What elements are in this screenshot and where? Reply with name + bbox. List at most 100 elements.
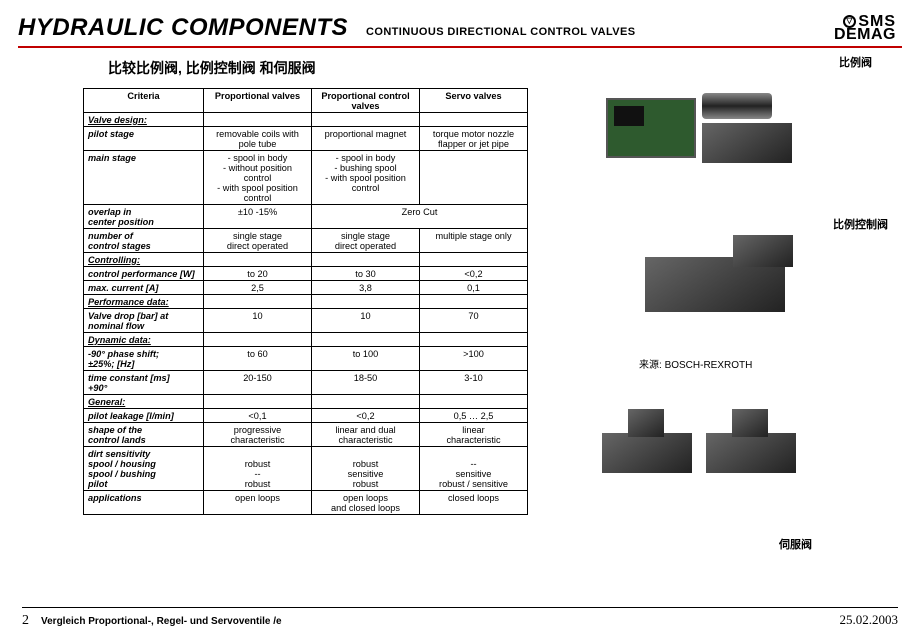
magnet-shape bbox=[733, 235, 793, 267]
criteria-cell: main stage bbox=[84, 151, 204, 205]
logo-bottom-text: DEMAG bbox=[834, 28, 896, 42]
value-cell: torque motor nozzle flapper or jet pipe bbox=[420, 127, 528, 151]
sms-demag-logo: ▽ SMS DEMAG bbox=[834, 15, 896, 42]
comparison-table: Criteria Proportional valves Proportiona… bbox=[83, 88, 528, 515]
footer-row: 2 Vergleich Proportional-, Regel- und Se… bbox=[22, 612, 898, 629]
right-column: 比例阀 比例控制阀 来源: BOSCH-REXROTH bbox=[549, 58, 902, 515]
value-cell: to 100 bbox=[312, 347, 420, 371]
valve-render-b bbox=[605, 226, 825, 342]
value-cell: open loops bbox=[204, 491, 312, 515]
image-prop-valve bbox=[569, 63, 829, 193]
th-criteria: Criteria bbox=[84, 89, 204, 113]
th-prop-control: Proportional control valves bbox=[312, 89, 420, 113]
criteria-cell: number ofcontrol stages bbox=[84, 229, 204, 253]
empty-cell bbox=[204, 395, 312, 409]
criteria-cell: -90° phase shift;±25%; [Hz] bbox=[84, 347, 204, 371]
table-section-row: Performance data: bbox=[84, 295, 528, 309]
value-cell: 18-50 bbox=[312, 371, 420, 395]
table-row: main stage- spool in body- without posit… bbox=[84, 151, 528, 205]
value-cell: 20-150 bbox=[204, 371, 312, 395]
value-cell: <0,2 bbox=[312, 409, 420, 423]
footer-doc-title: Vergleich Proportional-, Regel- und Serv… bbox=[41, 616, 282, 627]
table-row: dirt sensitivityspool / housingspool / b… bbox=[84, 447, 528, 491]
empty-cell bbox=[204, 113, 312, 127]
empty-cell bbox=[204, 295, 312, 309]
table-row: shape of thecontrol landsprogressivechar… bbox=[84, 423, 528, 447]
empty-cell bbox=[312, 295, 420, 309]
value-cell: - spool in body- without position contro… bbox=[204, 151, 312, 205]
value-cell: >100 bbox=[420, 347, 528, 371]
value-cell: 10 bbox=[312, 309, 420, 333]
section-title-cell: Valve design: bbox=[84, 113, 204, 127]
value-cell: 0,5 … 2,5 bbox=[420, 409, 528, 423]
caption-prop-control-valve: 比例控制阀 bbox=[833, 216, 920, 232]
table-body: Valve design:pilot stageremovable coils … bbox=[84, 113, 528, 515]
value-cell: ±10 -15% bbox=[204, 205, 312, 229]
table-row: control performance [W]to 20to 30<0,2 bbox=[84, 267, 528, 281]
value-cell: to 20 bbox=[204, 267, 312, 281]
value-cell: 3-10 bbox=[420, 371, 528, 395]
criteria-cell: Valve drop [bar] atnominal flow bbox=[84, 309, 204, 333]
table-row: time constant [ms]+90°20-15018-503-10 bbox=[84, 371, 528, 395]
value-cell-merged: Zero Cut bbox=[312, 205, 528, 229]
value-cell: --sensitiverobust / sensitive bbox=[420, 447, 528, 491]
value-cell: multiple stage only bbox=[420, 229, 528, 253]
criteria-cell: dirt sensitivityspool / housingspool / b… bbox=[84, 447, 204, 491]
value-cell: 2,5 bbox=[204, 281, 312, 295]
empty-cell bbox=[420, 295, 528, 309]
empty-cell bbox=[204, 253, 312, 267]
image-servo-valve bbox=[569, 388, 829, 518]
empty-cell bbox=[312, 253, 420, 267]
section-title-cell: Controlling: bbox=[84, 253, 204, 267]
content-area: 比较比例阀, 比例控制阀 和伺服阀 Criteria Proportional … bbox=[0, 48, 920, 515]
value-cell: single stagedirect operated bbox=[204, 229, 312, 253]
page-footer: 2 Vergleich Proportional-, Regel- und Se… bbox=[0, 607, 920, 629]
empty-cell bbox=[420, 113, 528, 127]
table-section-row: Dynamic data: bbox=[84, 333, 528, 347]
pcb-shape bbox=[606, 98, 696, 158]
section-title-cell: General: bbox=[84, 395, 204, 409]
table-head: Criteria Proportional valves Proportiona… bbox=[84, 89, 528, 113]
valve-render-c bbox=[569, 388, 829, 518]
header-title-group: HYDRAULIC COMPONENTS CONTINUOUS DIRECTIO… bbox=[18, 14, 635, 42]
table-section-row: Valve design: bbox=[84, 113, 528, 127]
value-cell: <0,1 bbox=[204, 409, 312, 423]
servo-top-2 bbox=[732, 409, 768, 437]
criteria-cell: applications bbox=[84, 491, 204, 515]
section-title-cell: Dynamic data: bbox=[84, 333, 204, 347]
page-number: 2 bbox=[22, 613, 29, 629]
page-header: HYDRAULIC COMPONENTS CONTINUOUS DIRECTIO… bbox=[0, 0, 920, 46]
value-cell bbox=[420, 151, 528, 205]
table-section-row: Controlling: bbox=[84, 253, 528, 267]
footer-rule bbox=[22, 607, 898, 608]
value-cell: proportional magnet bbox=[312, 127, 420, 151]
criteria-cell: shape of thecontrol lands bbox=[84, 423, 204, 447]
empty-cell bbox=[312, 395, 420, 409]
servo-body-1 bbox=[602, 433, 692, 473]
value-cell: 10 bbox=[204, 309, 312, 333]
coil-shape bbox=[702, 93, 772, 119]
image-source: 来源: BOSCH-REXROTH bbox=[639, 356, 752, 371]
criteria-cell: overlap incenter position bbox=[84, 205, 204, 229]
value-cell: progressivecharacteristic bbox=[204, 423, 312, 447]
th-prop-valves: Proportional valves bbox=[204, 89, 312, 113]
source-label: 来源: bbox=[639, 360, 665, 371]
value-cell: to 60 bbox=[204, 347, 312, 371]
table-row: overlap incenter position±10 -15%Zero Cu… bbox=[84, 205, 528, 229]
footer-date: 25.02.2003 bbox=[840, 612, 899, 628]
empty-cell bbox=[312, 333, 420, 347]
value-cell: linearcharacteristic bbox=[420, 423, 528, 447]
value-cell: to 30 bbox=[312, 267, 420, 281]
value-cell: robustsensitiverobust bbox=[312, 447, 420, 491]
caption-servo-valve: 伺服阀 bbox=[779, 536, 849, 552]
value-cell: removable coils with pole tube bbox=[204, 127, 312, 151]
image-prop-control-valve bbox=[605, 226, 825, 342]
section-title-cell: Performance data: bbox=[84, 295, 204, 309]
title-sub: CONTINUOUS DIRECTIONAL CONTROL VALVES bbox=[366, 26, 635, 38]
table-row: Valve drop [bar] atnominal flow101070 bbox=[84, 309, 528, 333]
value-cell: 70 bbox=[420, 309, 528, 333]
left-column: 比较比例阀, 比例控制阀 和伺服阀 Criteria Proportional … bbox=[18, 58, 533, 515]
th-servo: Servo valves bbox=[420, 89, 528, 113]
table-header-row: Criteria Proportional valves Proportiona… bbox=[84, 89, 528, 113]
value-cell: 0,1 bbox=[420, 281, 528, 295]
